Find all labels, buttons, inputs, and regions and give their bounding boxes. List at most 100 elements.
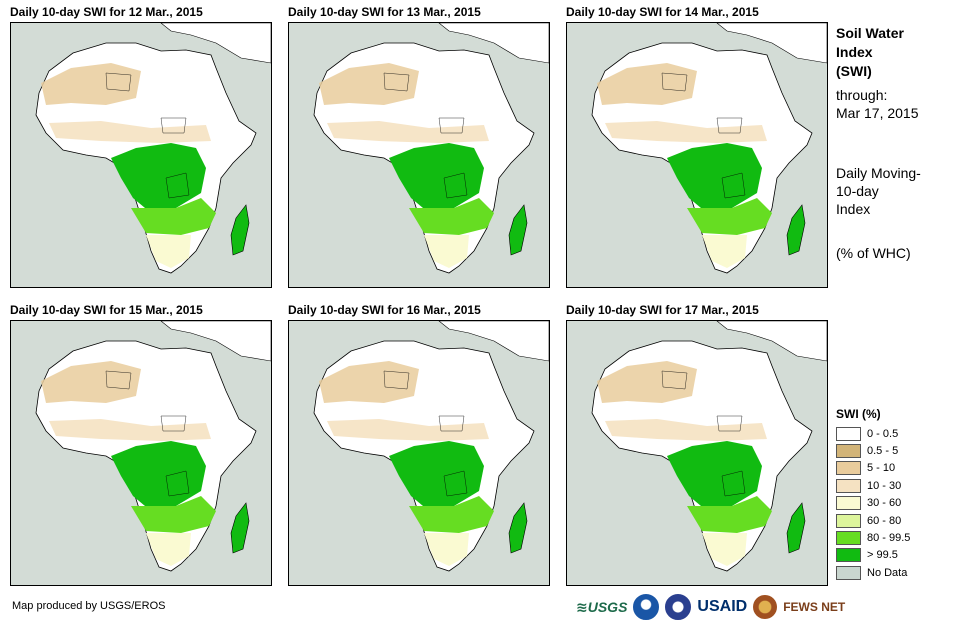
- moist-southern-zone: [687, 496, 772, 533]
- southern-africa-zone: [146, 235, 191, 268]
- legend-title: SWI (%): [836, 407, 881, 421]
- legend-item: 80 - 99.5: [836, 529, 910, 546]
- moist-southern-zone: [409, 198, 494, 235]
- usaid-seal-icon: [665, 594, 692, 620]
- legend-item: 0.5 - 5: [836, 442, 910, 459]
- legend-label: 0.5 - 5: [867, 445, 899, 458]
- africa-map: [566, 22, 828, 288]
- madagascar: [786, 204, 806, 256]
- sahel-zone: [49, 419, 211, 441]
- country-borders: [661, 370, 746, 497]
- moist-southern-zone: [131, 198, 216, 235]
- country-borders: [661, 72, 746, 199]
- moist-southern-zone: [131, 496, 216, 533]
- map-landmass-north: [716, 321, 827, 362]
- through-date: Mar 17, 2015: [836, 105, 919, 121]
- country-borders: [105, 370, 190, 497]
- legend-label: 60 - 80: [867, 514, 902, 527]
- legend-swatch: [836, 513, 861, 528]
- southern-africa-zone: [702, 533, 747, 566]
- panel-title: Daily 10-day SWI for 13 Mar., 2015: [288, 5, 481, 19]
- panel-title: Daily 10-day SWI for 16 Mar., 2015: [288, 303, 481, 317]
- index-title-line: Soil Water: [836, 25, 904, 41]
- africa-map: [288, 320, 550, 586]
- map-landmass-north: [716, 23, 827, 64]
- legend-label: 5 - 10: [867, 462, 896, 475]
- sahel-zone: [327, 121, 489, 143]
- sahara-dry-zone: [597, 361, 697, 403]
- map-panel: Daily 10-day SWI for 14 Mar., 2015: [566, 4, 828, 288]
- logo-strip: ≋ USGS USAID FEWS NET: [576, 592, 845, 622]
- country-borders: [383, 370, 468, 497]
- legend-item: 5 - 10: [836, 460, 910, 477]
- sahara-dry-zone: [319, 63, 419, 105]
- legend-swatch: [836, 548, 861, 563]
- legend-item: 10 - 30: [836, 477, 910, 494]
- map-panel: Daily 10-day SWI for 16 Mar., 2015: [288, 302, 550, 586]
- africa-map: [566, 320, 828, 586]
- legend-item: 60 - 80: [836, 512, 910, 529]
- madagascar: [230, 204, 250, 256]
- southern-africa-zone: [146, 533, 191, 566]
- sahara-dry-zone: [41, 361, 141, 403]
- legend-swatch: [836, 565, 861, 580]
- legend-swatch: [836, 461, 861, 476]
- usgs-logo-text: USGS: [587, 599, 628, 615]
- through-label: through:: [836, 87, 888, 103]
- legend-item: No Data: [836, 564, 910, 581]
- noaa-logo-icon: [633, 594, 660, 620]
- description-line: Daily Moving-: [836, 165, 921, 181]
- usgs-logo: ≋ USGS: [576, 598, 628, 616]
- moist-southern-zone: [687, 198, 772, 235]
- credit-text: Map produced by USGS/EROS: [12, 600, 166, 612]
- legend-item: 0 - 0.5: [836, 425, 910, 442]
- map-landmass-north: [160, 23, 271, 64]
- legend-swatch: [836, 426, 861, 441]
- fews-net-icon: [753, 595, 778, 619]
- legend-label: 0 - 0.5: [867, 427, 899, 440]
- africa-map: [10, 320, 272, 586]
- map-landmass-north: [438, 321, 549, 362]
- index-title-line: Index: [836, 44, 873, 60]
- legend-label: 30 - 60: [867, 497, 902, 510]
- panel-title: Daily 10-day SWI for 17 Mar., 2015: [566, 303, 759, 317]
- description-line: Index: [836, 201, 871, 217]
- southern-africa-zone: [424, 533, 469, 566]
- legend-swatch: [836, 478, 861, 493]
- wet-congo-zone: [667, 441, 762, 511]
- panel-title: Daily 10-day SWI for 12 Mar., 2015: [10, 5, 203, 19]
- sahel-zone: [327, 419, 489, 441]
- usaid-logo: USAID: [697, 598, 748, 615]
- sahel-zone: [605, 419, 767, 441]
- wet-congo-zone: [667, 143, 762, 213]
- sahara-dry-zone: [41, 63, 141, 105]
- madagascar: [230, 502, 250, 554]
- legend-label: > 99.5: [867, 549, 898, 562]
- africa-map: [288, 22, 550, 288]
- legend-item: 30 - 60: [836, 495, 910, 512]
- map-landmass-north: [438, 23, 549, 64]
- panel-title: Daily 10-day SWI for 14 Mar., 2015: [566, 5, 759, 19]
- legend-label: 10 - 30: [867, 479, 902, 492]
- fews-net-logo: FEWS NET: [783, 600, 846, 614]
- unit-label: (% of WHC): [836, 245, 911, 261]
- map-panel: Daily 10-day SWI for 15 Mar., 2015: [10, 302, 272, 586]
- description-line: 10-day: [836, 183, 879, 199]
- wet-congo-zone: [111, 441, 206, 511]
- madagascar: [508, 204, 528, 256]
- map-landmass-north: [160, 321, 271, 362]
- legend-label: 80 - 99.5: [867, 532, 911, 545]
- legend-swatch: [836, 496, 861, 511]
- panel-title: Daily 10-day SWI for 15 Mar., 2015: [10, 303, 203, 317]
- legend-label: No Data: [867, 566, 908, 579]
- map-panel: Daily 10-day SWI for 17 Mar., 2015: [566, 302, 828, 586]
- map-panel: Daily 10-day SWI for 12 Mar., 2015: [10, 4, 272, 288]
- moist-southern-zone: [409, 496, 494, 533]
- southern-africa-zone: [424, 235, 469, 268]
- wet-congo-zone: [111, 143, 206, 213]
- sahel-zone: [49, 121, 211, 143]
- wet-congo-zone: [389, 143, 484, 213]
- sahara-dry-zone: [597, 63, 697, 105]
- legend-swatch: [836, 531, 861, 546]
- map-panel: Daily 10-day SWI for 13 Mar., 2015: [288, 4, 550, 288]
